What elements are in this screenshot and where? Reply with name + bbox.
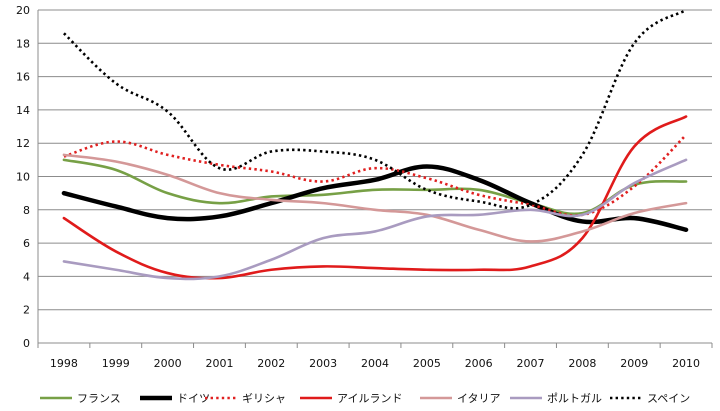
x-tick-label: 2006 — [465, 357, 493, 370]
legend-label: ドイツ — [177, 392, 210, 405]
y-tick-label: 8 — [23, 204, 30, 217]
x-tick-label: 2003 — [309, 357, 337, 370]
legend-label: フランス — [77, 392, 121, 405]
series-line-6 — [62, 158, 688, 281]
x-tick-label: 1998 — [50, 357, 78, 370]
x-tick-label: 2002 — [257, 357, 285, 370]
x-tick-label: 2010 — [672, 357, 700, 370]
legend-label: ギリシャ — [242, 392, 286, 405]
series-line-5 — [62, 153, 688, 243]
x-tick-label: 2004 — [361, 357, 389, 370]
legend-label: スペイン — [647, 392, 690, 405]
series-line-4 — [62, 115, 688, 280]
x-tick-label: 2007 — [517, 357, 545, 370]
legend: フランス ドイツ ギリシャ アイルランド イタリア ポルトガル スペイン — [40, 392, 690, 405]
y-tick-label: 14 — [16, 104, 30, 117]
x-tick-label: 2000 — [154, 357, 182, 370]
y-tick-label: 18 — [16, 37, 30, 50]
y-tick-label: 20 — [16, 4, 30, 17]
y-tick-label: 0 — [23, 337, 30, 350]
x-tick-label: 2005 — [413, 357, 441, 370]
series-lines — [61, 8, 689, 281]
y-tick-label: 2 — [23, 304, 30, 317]
y-tick-label: 10 — [16, 171, 30, 184]
y-tick-label: 16 — [16, 71, 30, 84]
y-tick-label: 4 — [23, 270, 30, 283]
legend-label: ポルトガル — [547, 392, 602, 405]
series-line-2 — [61, 164, 689, 233]
x-tick-label: 2009 — [620, 357, 648, 370]
series-line-1 — [62, 158, 688, 216]
x-tick-label: 2008 — [568, 357, 596, 370]
gridlines — [38, 9, 712, 344]
y-tick-label: 6 — [23, 237, 30, 250]
series-line-3 — [63, 133, 687, 217]
y-tick-label: 12 — [16, 137, 30, 150]
x-tick-label: 1999 — [102, 357, 130, 370]
axes: 0 2 4 6 8 10 12 14 16 18 20 1998 1999 2000 2001 2002 200… — [16, 4, 713, 370]
x-tick-label: 2001 — [205, 357, 233, 370]
legend-label: アイルランド — [337, 392, 402, 405]
legend-label: イタリア — [457, 392, 501, 405]
